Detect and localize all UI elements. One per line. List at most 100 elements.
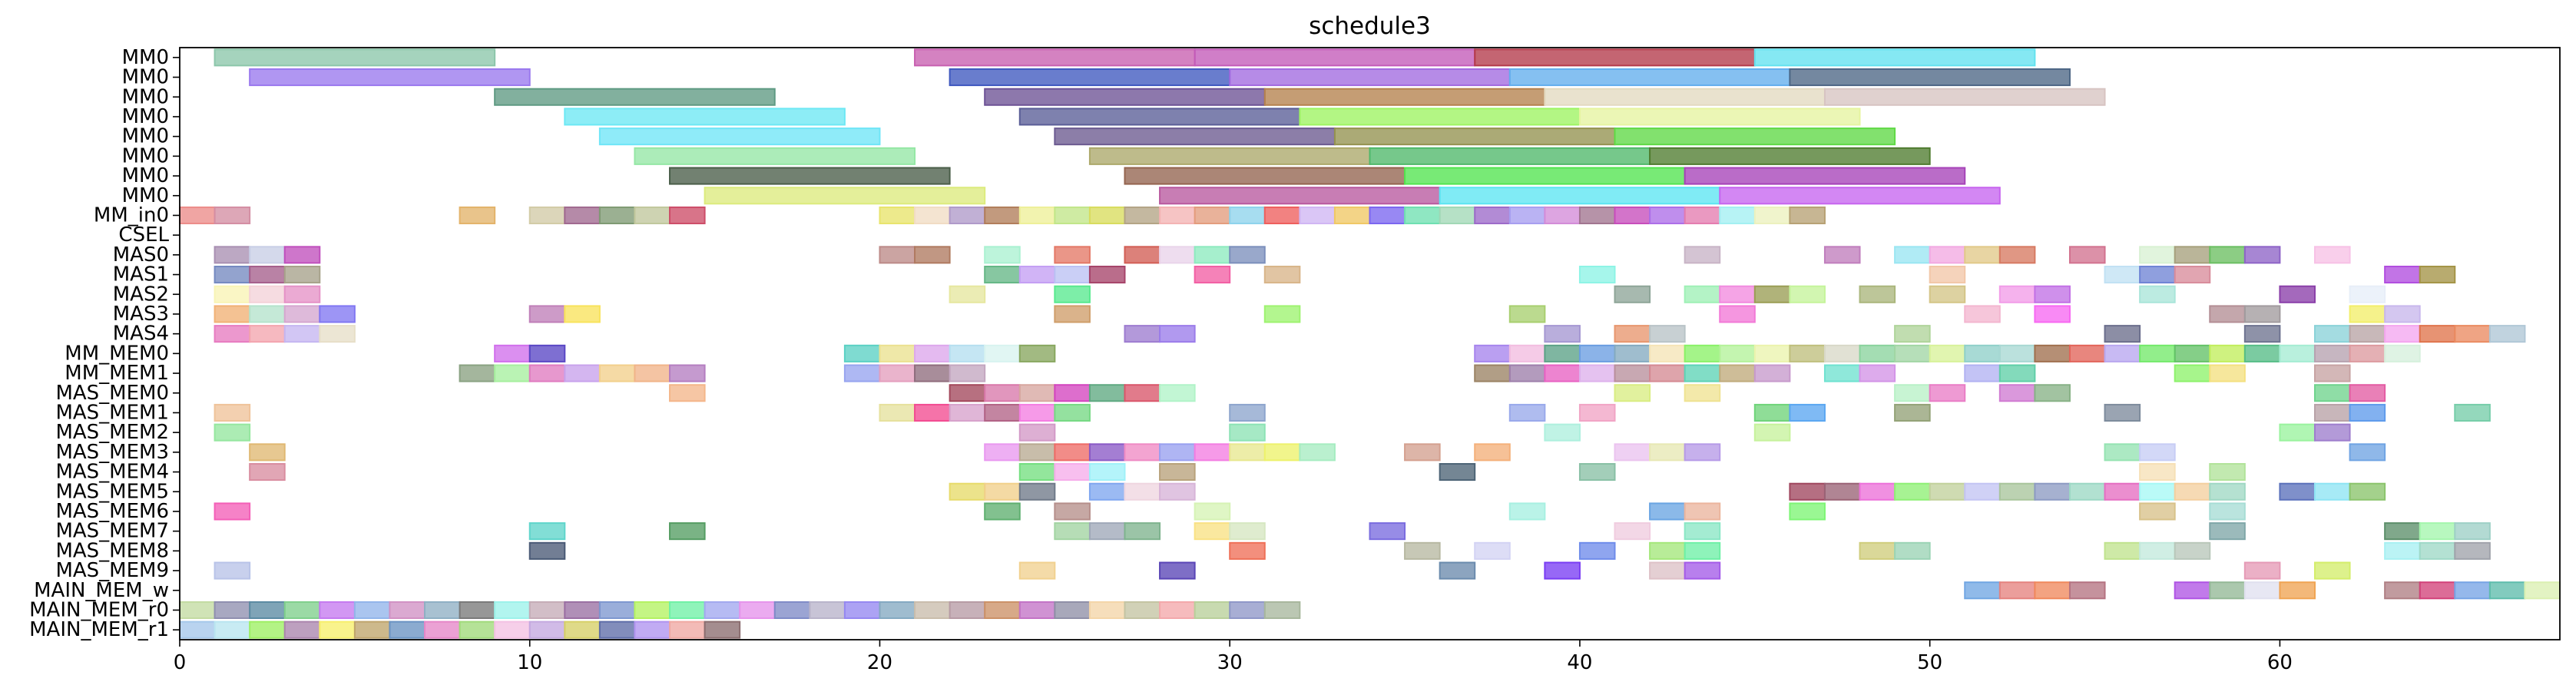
task-bar [598, 621, 636, 639]
task-bar [1684, 561, 1721, 580]
task-bar [914, 601, 951, 619]
task-bar [1544, 364, 1581, 382]
task-bar [1753, 403, 1791, 422]
task-bar [1299, 206, 1336, 224]
task-bar [2104, 403, 2141, 422]
task-bar [2034, 482, 2071, 501]
task-bar [2279, 344, 2316, 362]
task-bar [2174, 482, 2211, 501]
task-bar [914, 344, 951, 362]
task-bar [283, 285, 321, 303]
y-tick-label: MM0 [122, 105, 169, 128]
task-bar [1263, 266, 1301, 284]
task-bar [2279, 285, 2316, 303]
task-bar [739, 601, 776, 619]
task-bar [1194, 522, 1231, 541]
task-bar [1018, 423, 1056, 442]
task-bar [2313, 384, 2351, 402]
task-bar [1159, 482, 1196, 501]
task-bar [1194, 246, 1231, 264]
task-bar [2209, 246, 2246, 264]
task-bar [1508, 364, 1546, 382]
task-bar [2384, 305, 2421, 323]
task-bar [1649, 364, 1686, 382]
task-bar [2243, 246, 2281, 264]
task-bar [1054, 127, 1336, 146]
y-tick-label: MM_MEM0 [65, 342, 169, 365]
task-bar [319, 305, 356, 323]
task-bar [2209, 522, 2246, 541]
task-bar [1508, 344, 1546, 362]
task-bar [1929, 266, 1966, 284]
task-bar [459, 621, 496, 639]
task-bar [598, 364, 636, 382]
task-bar [669, 206, 706, 224]
task-bar [1544, 325, 1581, 343]
task-bar [1159, 325, 1196, 343]
task-bar [1159, 246, 1196, 264]
y-tick-label: MM0 [122, 144, 169, 167]
task-bar [879, 601, 916, 619]
task-bar [2139, 463, 2176, 482]
task-bar [1649, 344, 1686, 362]
task-bar [1124, 167, 1406, 185]
task-bar [843, 601, 881, 619]
task-bar [949, 403, 986, 422]
task-bar [1124, 206, 1161, 224]
task-bar [669, 384, 706, 402]
task-bar [598, 601, 636, 619]
task-bar [2384, 325, 2421, 343]
task-bar [1088, 463, 1126, 482]
task-bar [2209, 482, 2246, 501]
task-bar [669, 601, 706, 619]
task-bar [2139, 344, 2176, 362]
task-bar [1578, 344, 1616, 362]
task-bar [1894, 482, 1931, 501]
task-bar [1719, 285, 1756, 303]
task-bar [1998, 246, 2036, 264]
task-bar [214, 285, 251, 303]
task-bar [1859, 285, 1896, 303]
y-tick-label: MAS_MEM7 [55, 520, 169, 543]
task-bar [1088, 443, 1126, 462]
task-bar [1719, 364, 1756, 382]
task-bar [1474, 364, 1511, 382]
task-bar [1964, 581, 2001, 600]
task-bar [494, 621, 531, 639]
task-bar [1054, 443, 1091, 462]
task-bar [2349, 403, 2386, 422]
task-bar [528, 522, 566, 541]
task-bar [1684, 541, 1721, 560]
task-bar [214, 621, 251, 639]
task-bar [879, 403, 916, 422]
task-bar [1578, 108, 1861, 126]
task-bar [634, 206, 671, 224]
y-tick-label: MAS_MEM1 [55, 401, 169, 424]
task-bar [1649, 206, 1686, 224]
task-bar [2139, 541, 2176, 560]
task-bar [1614, 206, 1651, 224]
task-bar [1753, 344, 1791, 362]
task-bar [1229, 522, 1266, 541]
task-bar [214, 206, 251, 224]
task-bar [1578, 463, 1616, 482]
y-tick-label: MAS1 [113, 263, 169, 286]
task-bar [1998, 344, 2036, 362]
y-tick-label: MAIN_MEM_w [34, 579, 169, 602]
task-bar [914, 403, 951, 422]
task-bar [1124, 522, 1161, 541]
task-bar [1964, 344, 2001, 362]
task-bar [1018, 108, 1301, 126]
task-bar [1194, 266, 1231, 284]
task-bar [1649, 147, 1931, 165]
task-bar [528, 364, 566, 382]
task-bar [1088, 147, 1371, 165]
task-bar [1789, 285, 1826, 303]
task-bar [704, 621, 741, 639]
y-tick-label: MAS0 [113, 243, 169, 266]
x-tick-label: 30 [1217, 651, 1243, 674]
task-bar [1753, 48, 2036, 67]
task-bar [1229, 541, 1266, 560]
